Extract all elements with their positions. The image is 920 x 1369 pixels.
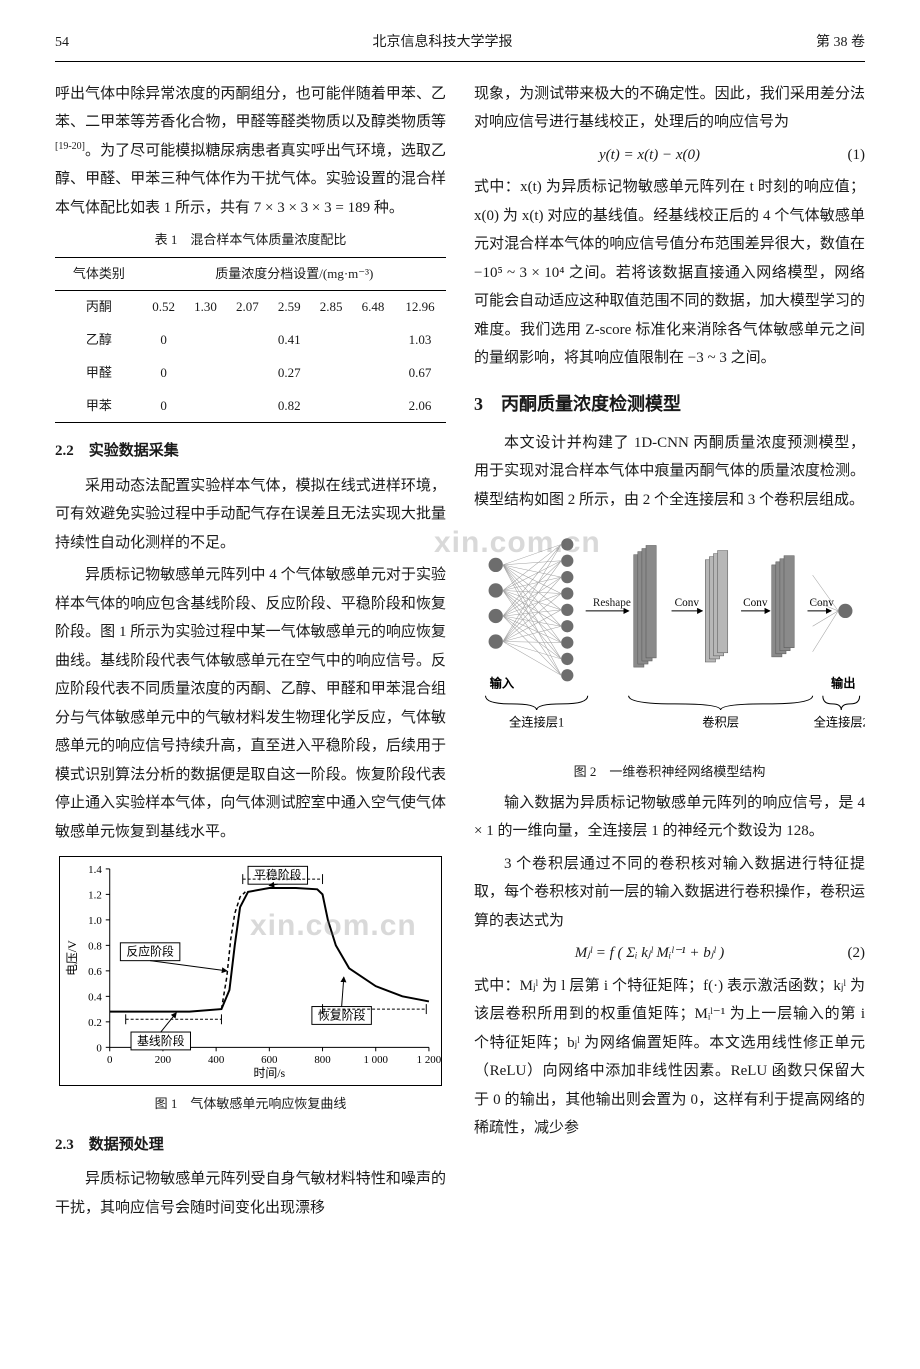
svg-text:1.2: 1.2 [88, 890, 102, 902]
svg-text:0: 0 [96, 1043, 102, 1055]
sec-2-3-title: 2.3 数据预处理 [55, 1131, 446, 1160]
page-number: 54 [55, 30, 69, 57]
right-p1: 现象，为测试带来极大的不确定性。因此，我们采用差分法对响应信号进行基线校正，处理… [474, 80, 865, 137]
left-column: 呼出气体中除异常浓度的丙酮组分，也可能伴随着甲苯、乙苯、二甲苯等芳香化合物，甲醛… [55, 80, 446, 1227]
table-row: 甲醛 0 0.27 0.67 [55, 357, 446, 390]
left-p1: 呼出气体中除异常浓度的丙酮组分，也可能伴随着甲苯、乙苯、二甲苯等芳香化合物，甲醛… [55, 80, 446, 223]
row-name: 甲醛 [55, 357, 143, 390]
table-row: 乙醇 0 0.41 1.03 [55, 324, 446, 357]
sec22-p1: 采用动态法配置实验样本气体，模拟在线式进样环境，可有效避免实验过程中手动配气存在… [55, 472, 446, 558]
table1-caption: 表 1 混合样本气体质量浓度配比 [55, 228, 446, 253]
svg-text:平稳阶段: 平稳阶段 [254, 868, 302, 882]
volume: 第 38 卷 [816, 30, 865, 57]
svg-text:1 200: 1 200 [417, 1054, 441, 1066]
svg-text:Conv: Conv [810, 597, 835, 609]
sec22-p2: 异质标记物敏感单元阵列中 4 个气体敏感单元对于实验样本气体的响应包含基线阶段、… [55, 561, 446, 846]
equation-2-number: (2) [825, 939, 865, 968]
svg-text:输入: 输入 [490, 676, 515, 691]
svg-text:Conv: Conv [675, 597, 700, 609]
figure-1: 0 200 400 600 800 1 000 1 200 0 0.2 0.4 0.6 0.8 1.0 1… [59, 856, 442, 1086]
figure-1-caption: 图 1 气体敏感单元响应恢复曲线 [55, 1092, 446, 1117]
svg-text:恢复阶段: 恢复阶段 [318, 1009, 366, 1023]
figure-1-svg: 0 200 400 600 800 1 000 1 200 0 0.2 0.4 0.6 0.8 1.0 1… [60, 857, 441, 1085]
figure-2-svg: Reshape Conv Conv Conv 输入 输出全连接层1 卷积层 全连接层2 [474, 524, 865, 754]
svg-text:全连接层1: 全连接层1 [509, 715, 564, 730]
row-name: 丙酮 [55, 291, 143, 324]
right-p-eq2-after: 式中：Mⱼˡ 为 l 层第 i 个特征矩阵；f(·) 表示激活函数；kⱼˡ 为该… [474, 972, 865, 1143]
sec3-p1: 本文设计并构建了 1D-CNN 丙酮质量浓度预测模型，用于实现对混合样本气体中痕… [474, 429, 865, 515]
table1-head-right: 质量浓度分档设置/(mg·m⁻³) [143, 257, 446, 291]
svg-text:时间/s: 时间/s [253, 1066, 285, 1080]
svg-text:基线阶段: 基线阶段 [137, 1034, 185, 1048]
journal-name: 北京信息科技大学学报 [373, 30, 513, 57]
row-name: 乙醇 [55, 324, 143, 357]
svg-text:0.4: 0.4 [88, 992, 102, 1004]
equation-2: Mⱼˡ = f ( Σᵢ kⱼˡ Mᵢˡ⁻¹ + bⱼˡ ) (2) [474, 939, 865, 968]
svg-text:反应阶段: 反应阶段 [126, 945, 174, 959]
right-column: 现象，为测试带来极大的不确定性。因此，我们采用差分法对响应信号进行基线校正，处理… [474, 80, 865, 1227]
equation-1: y(t) = x(t) − x(0) (1) [474, 141, 865, 170]
svg-text:Conv: Conv [743, 597, 768, 609]
equation-1-number: (1) [825, 141, 865, 170]
svg-text:卷积层: 卷积层 [702, 715, 739, 730]
right-p2: 式中：x(t) 为异质标记物敏感单元阵列在 t 时刻的响应值；x(0) 为 x(… [474, 173, 865, 373]
table1-head-left: 气体类别 [55, 257, 143, 291]
svg-text:0.8: 0.8 [88, 941, 102, 953]
row-name: 甲苯 [55, 390, 143, 423]
sec-2-2-title: 2.2 实验数据采集 [55, 437, 446, 466]
right-p-after-fig2b: 3 个卷积层通过不同的卷积核对输入数据进行特征提取，每个卷积核对前一层的输入数据… [474, 850, 865, 936]
table-row: 丙酮 0.52 1.30 2.07 2.59 2.85 6.48 12.96 [55, 291, 446, 324]
left-p1b-text: 。为了尽可能模拟糖尿病患者真实呼出气环境，选取乙醇、甲醛、甲苯三种气体作为干扰气… [55, 143, 446, 216]
svg-text:0.6: 0.6 [88, 966, 102, 978]
equation-2-body: Mⱼˡ = f ( Σᵢ kⱼˡ Mᵢˡ⁻¹ + bⱼˡ ) [474, 939, 825, 968]
svg-text:Reshape: Reshape [593, 597, 631, 609]
table-row: 甲苯 0 0.82 2.06 [55, 390, 446, 423]
figure-2-caption: 图 2 一维卷积神经网络模型结构 [474, 760, 865, 785]
right-p-after-fig2a: 输入数据为异质标记物敏感单元阵列的响应信号，是 4 × 1 的一维向量，全连接层… [474, 789, 865, 846]
sec23-p1: 异质标记物敏感单元阵列受自身气敏材料特性和噪声的干扰，其响应信号会随时间变化出现… [55, 1165, 446, 1222]
figure-2: ReshapeConvConvConv输入输出全连接层1卷积层全连接层2 xin… [474, 524, 865, 754]
svg-text:0: 0 [107, 1054, 113, 1066]
sec-3-title: 3 丙酮质量浓度检测模型 [474, 387, 865, 421]
svg-text:0.2: 0.2 [88, 1017, 102, 1029]
svg-text:200: 200 [155, 1054, 172, 1066]
svg-text:1.0: 1.0 [88, 915, 102, 927]
svg-text:输出: 输出 [831, 676, 856, 691]
svg-text:800: 800 [314, 1054, 331, 1066]
left-p1-text: 呼出气体中除异常浓度的丙酮组分，也可能伴随着甲苯、乙苯、二甲苯等芳香化合物，甲醛… [55, 86, 446, 131]
svg-text:1.4: 1.4 [88, 864, 102, 876]
svg-text:1 000: 1 000 [363, 1054, 388, 1066]
citation-19-20: [19-20] [55, 141, 85, 152]
svg-text:600: 600 [261, 1054, 278, 1066]
svg-text:电压/V: 电压/V [65, 940, 79, 976]
page-header: 54 北京信息科技大学学报 第 38 卷 [55, 30, 865, 62]
table1: 气体类别 质量浓度分档设置/(mg·m⁻³) 丙酮 0.52 1.30 2.07… [55, 257, 446, 423]
equation-1-body: y(t) = x(t) − x(0) [474, 141, 825, 170]
svg-text:400: 400 [208, 1054, 225, 1066]
svg-text:全连接层2: 全连接层2 [814, 715, 865, 730]
